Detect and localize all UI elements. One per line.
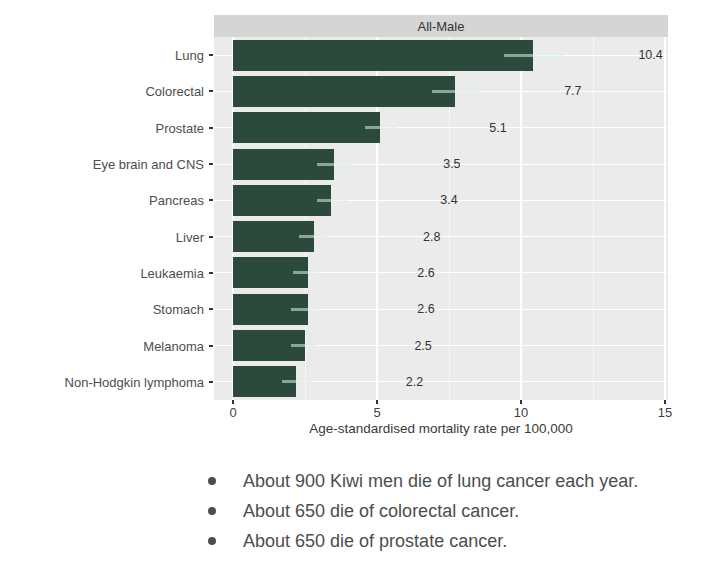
- mortality-bar-chart: All-Male 10.4 7.7 5.1 3.5 3.4 2.8 2.6 2.6 2.5 2.2…: [0, 0, 720, 455]
- plot-panel: 10.4 7.7 5.1 3.5 3.4 2.8 2.6 2.6 2.5 2.2: [214, 37, 668, 400]
- value-label: 3.5: [443, 157, 460, 171]
- category-label: Liver: [0, 229, 204, 244]
- facet-strip: All-Male: [214, 15, 668, 37]
- x-tick-label: 15: [658, 405, 672, 420]
- category-tick-mark: [209, 381, 213, 383]
- note-text: About 900 Kiwi men die of lung cancer ea…: [243, 471, 638, 491]
- category-tick-mark: [209, 54, 213, 56]
- value-label: 7.7: [564, 84, 581, 98]
- category-label: Colorectal: [0, 84, 204, 99]
- value-label: 2.2: [406, 375, 423, 389]
- note-text: About 650 die of prostate cancer.: [243, 531, 507, 551]
- note-item: About 650 die of prostate cancer.: [208, 526, 688, 556]
- error-bar: [299, 235, 328, 238]
- category-label: Non-Hodgkin lymphoma: [0, 374, 204, 389]
- category-label: Lung: [0, 48, 204, 63]
- category-tick-mark: [209, 272, 213, 274]
- category-tick-mark: [209, 308, 213, 310]
- error-bar: [365, 126, 397, 129]
- value-label: 2.6: [417, 266, 434, 280]
- error-bar: [293, 271, 322, 274]
- category-tick-mark: [209, 127, 213, 129]
- value-label: 10.4: [638, 48, 662, 62]
- category-label: Eye brain and CNS: [0, 157, 204, 172]
- x-tick-mark: [376, 400, 378, 404]
- value-label: 3.4: [440, 193, 457, 207]
- category-label: Pancreas: [0, 193, 204, 208]
- bullet-icon: [208, 477, 216, 485]
- error-bar: [282, 380, 311, 383]
- note-text: About 650 die of colorectal cancer.: [243, 501, 519, 521]
- facet-strip-label: All-Male: [418, 19, 465, 34]
- note-item: About 900 Kiwi men die of lung cancer ea…: [208, 466, 688, 496]
- category-tick-mark: [209, 90, 213, 92]
- bar-prostate: [233, 112, 380, 143]
- category-tick-mark: [209, 236, 213, 238]
- value-label: 2.8: [423, 230, 440, 244]
- bar-lung: [233, 40, 533, 71]
- category-label: Stomach: [0, 302, 204, 317]
- category-label: Leukaemia: [0, 265, 204, 280]
- error-bar: [317, 163, 354, 166]
- error-bar: [504, 54, 564, 57]
- note-item: About 650 die of colorectal cancer.: [208, 496, 688, 526]
- category-tick-mark: [209, 163, 213, 165]
- notes-list: About 900 Kiwi men die of lung cancer ea…: [208, 466, 688, 556]
- category-tick-mark: [209, 199, 213, 201]
- error-bar: [291, 308, 320, 311]
- x-tick-mark: [520, 400, 522, 404]
- error-bar: [291, 344, 317, 347]
- value-label: 2.6: [417, 302, 434, 316]
- bullet-icon: [208, 537, 216, 545]
- bar-colorectal: [233, 76, 455, 107]
- bullet-icon: [208, 507, 216, 515]
- error-bar: [432, 90, 481, 93]
- x-tick-label: 10: [514, 405, 528, 420]
- x-tick-label: 0: [229, 405, 236, 420]
- x-tick-mark: [232, 400, 234, 404]
- x-axis-title: Age-standardised mortality rate per 100,…: [214, 421, 668, 436]
- x-tick-label: 5: [373, 405, 380, 420]
- value-label: 2.5: [414, 339, 431, 353]
- category-tick-mark: [209, 345, 213, 347]
- error-bar: [317, 199, 349, 202]
- category-label: Prostate: [0, 120, 204, 135]
- value-label: 5.1: [489, 121, 506, 135]
- x-tick-mark: [664, 400, 666, 404]
- category-label: Melanoma: [0, 338, 204, 353]
